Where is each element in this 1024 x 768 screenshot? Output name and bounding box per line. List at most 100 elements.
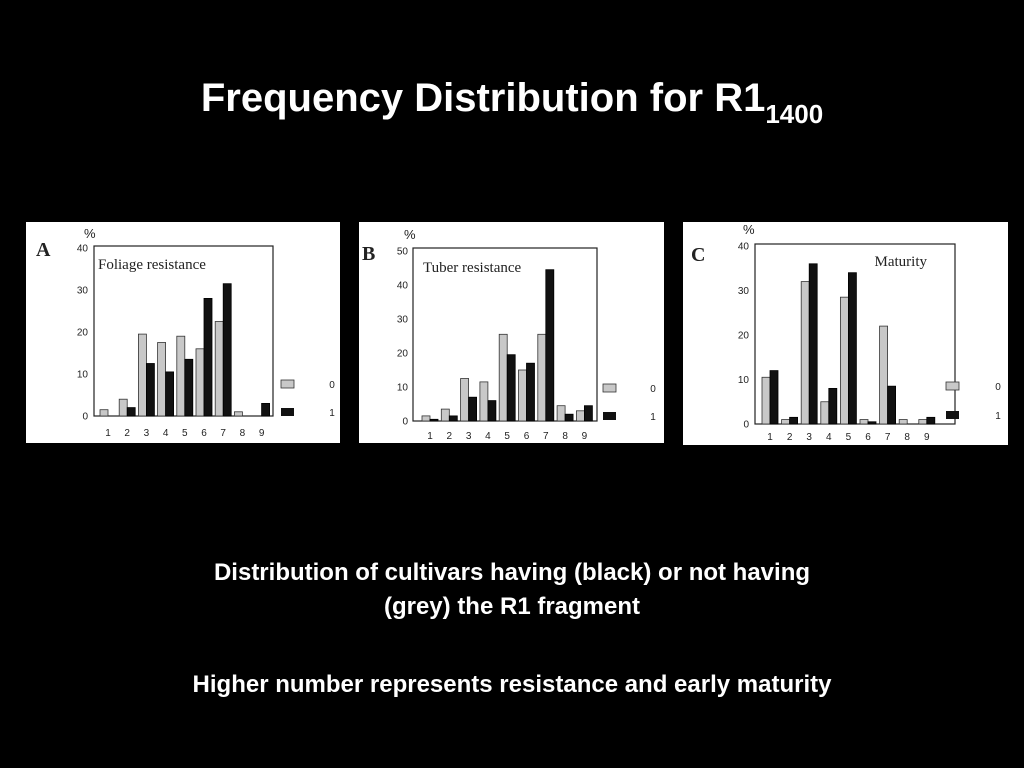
legend-swatch-grey <box>280 379 295 389</box>
bar-black-3 <box>808 263 818 425</box>
bar-grey-8 <box>233 411 243 417</box>
x-tick-label: 5 <box>846 432 852 443</box>
bar-black-4 <box>487 400 497 422</box>
bar-grey-4 <box>820 401 830 425</box>
legend-label-0: 0 <box>329 380 335 391</box>
legend-swatch-black <box>946 411 959 419</box>
x-tick-label: 2 <box>447 431 453 442</box>
bar-black-9 <box>261 402 271 417</box>
y-tick-label: 20 <box>397 349 409 360</box>
bar-black-6 <box>203 298 213 417</box>
bar-black-3 <box>468 396 477 422</box>
y-tick-label: 50 <box>397 247 409 258</box>
y-tick-label: 10 <box>738 375 750 386</box>
chart-title: Maturity <box>875 254 928 270</box>
x-tick-label: 2 <box>124 428 130 439</box>
bar-grey-7 <box>214 321 224 417</box>
legend-label-1: 1 <box>329 408 335 419</box>
caption-description: Distribution of cultivars having (black)… <box>0 556 1024 624</box>
x-tick-label: 9 <box>259 428 265 439</box>
chart-c: C Maturity% 0 10 20 30 40 1 2 3 4 5 6 7 8 9 0 1 <box>691 222 1001 443</box>
legend-swatch-black <box>603 412 616 420</box>
slide-title-subscript: 1400 <box>765 99 824 129</box>
panel-letter: B <box>362 243 375 265</box>
caption-note: Higher number represents resistance and … <box>192 671 832 698</box>
bar-grey-2 <box>781 419 790 425</box>
x-tick-label: 1 <box>767 432 773 443</box>
y-tick-label: 30 <box>397 315 409 326</box>
y-axis-label: % <box>743 222 755 237</box>
panel-letter: C <box>691 244 705 266</box>
x-tick-label: 2 <box>787 432 793 443</box>
bar-grey-6 <box>518 369 527 422</box>
y-tick-label: 20 <box>738 331 750 342</box>
bar-black-9 <box>583 405 593 422</box>
legend-swatch-grey <box>945 381 960 391</box>
x-tick-label: 4 <box>826 432 832 443</box>
bar-black-6 <box>867 421 877 425</box>
y-axis-label: % <box>84 226 96 241</box>
bar-grey-4 <box>157 342 167 417</box>
bar-grey-3 <box>138 333 147 417</box>
bar-grey-6 <box>195 348 205 417</box>
bar-black-5 <box>184 358 194 417</box>
x-tick-label: 6 <box>865 432 871 443</box>
bar-grey-3 <box>800 281 810 425</box>
chart-title: Tuber resistance <box>423 260 522 276</box>
bar-grey-1 <box>761 376 771 425</box>
x-tick-label: 9 <box>924 432 930 443</box>
bar-black-4 <box>165 371 175 417</box>
bar-black-6 <box>526 362 535 422</box>
chart-a: A Foliage resistance% 0 10 20 30 40 1 2 3 4 5 6 7 8 9 0 1 <box>36 226 335 439</box>
y-tick-label: 10 <box>397 383 409 394</box>
y-tick-label: 40 <box>77 244 89 255</box>
caption-line-2: (grey) the R1 fragment <box>383 593 641 620</box>
chart-panel-a: A Foliage resistance% 0 10 20 30 40 1 2 3 4 5 6 7 8 9 0 1 <box>26 222 340 443</box>
x-tick-label: 3 <box>806 432 812 443</box>
y-tick-label: 20 <box>77 328 89 339</box>
bar-grey-5 <box>498 333 508 422</box>
slide-title-main: Frequency Distribution for R1 <box>200 76 766 120</box>
bar-black-8 <box>564 413 574 422</box>
bar-grey-2 <box>440 408 450 422</box>
bar-black-1 <box>429 418 439 422</box>
legend-label-0: 0 <box>995 382 1001 393</box>
y-tick-label: 0 <box>402 417 408 428</box>
bar-grey-9 <box>918 419 928 425</box>
caption-line-1: Distribution of cultivars having (black)… <box>213 559 811 586</box>
legend-label-0: 0 <box>650 384 656 395</box>
bar-black-7 <box>887 385 897 425</box>
bar-grey-6 <box>859 419 869 425</box>
x-tick-label: 6 <box>201 428 207 439</box>
legend-swatch-grey <box>602 383 617 393</box>
bar-black-1 <box>769 370 779 425</box>
bar-black-9 <box>926 416 936 425</box>
bar-grey-1 <box>421 415 431 422</box>
bar-grey-8 <box>556 405 566 422</box>
bar-black-2 <box>448 415 458 422</box>
y-axis-label: % <box>404 227 416 242</box>
x-tick-label: 7 <box>220 428 226 439</box>
x-tick-label: 5 <box>182 428 188 439</box>
slide-title: Frequency Distribution for R11400 <box>0 70 1024 130</box>
bar-grey-7 <box>879 325 889 425</box>
bar-black-3 <box>146 363 155 417</box>
y-tick-label: 0 <box>82 412 88 423</box>
panel-letter: A <box>36 239 51 261</box>
bar-black-7 <box>545 269 555 422</box>
chart-panel-b: B Tuber resistance% 0 10 20 30 40 50 1 2 3 4 5 6 7 8 9 0 1 <box>359 222 664 443</box>
x-tick-label: 3 <box>144 428 150 439</box>
bar-grey-5 <box>176 335 186 417</box>
bar-black-2 <box>789 416 798 425</box>
y-tick-label: 40 <box>738 242 750 253</box>
y-tick-label: 10 <box>77 370 89 381</box>
x-tick-label: 1 <box>427 431 433 442</box>
bar-grey-7 <box>537 333 547 422</box>
chart-panel-c: C Maturity% 0 10 20 30 40 1 2 3 4 5 6 7 8 9 0 1 <box>683 222 1008 445</box>
y-tick-label: 30 <box>77 286 89 297</box>
bar-grey-4 <box>479 381 489 422</box>
bar-black-4 <box>828 387 838 425</box>
x-tick-label: 4 <box>163 428 169 439</box>
bar-black-7 <box>222 283 232 417</box>
chart-title: Foliage resistance <box>98 257 206 273</box>
